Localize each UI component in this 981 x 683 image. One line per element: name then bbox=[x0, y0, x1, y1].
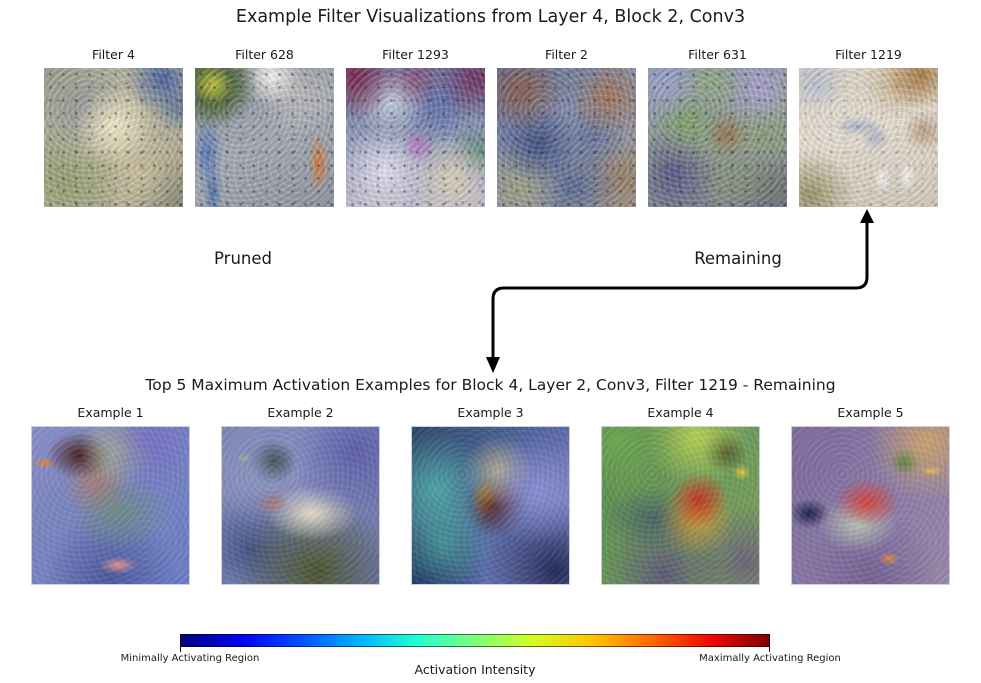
filter-label: Filter 628 bbox=[235, 47, 294, 62]
filter-panel-6: Filter 1219 bbox=[799, 47, 938, 207]
example-label: Example 2 bbox=[267, 405, 334, 420]
example-panel-5: Example 5 bbox=[791, 405, 950, 585]
filter-label: Filter 4 bbox=[92, 47, 135, 62]
filter-label: Filter 2 bbox=[545, 47, 588, 62]
colorbar-min-label: Minimally Activating Region bbox=[120, 653, 260, 664]
example-panel-1: Example 1 bbox=[31, 405, 190, 585]
colorbar-max-tick bbox=[769, 647, 770, 652]
filter-label: Filter 1293 bbox=[382, 47, 449, 62]
top-section-title: Example Filter Visualizations from Layer… bbox=[235, 7, 746, 27]
filter-visualization-image bbox=[195, 68, 334, 207]
activation-example-image bbox=[601, 426, 760, 585]
filter-panel-2: Filter 628 bbox=[195, 47, 334, 207]
example-panel-3: Example 3 bbox=[411, 405, 570, 585]
example-panel-4: Example 4 bbox=[601, 405, 760, 585]
activation-example-image bbox=[31, 426, 190, 585]
arrowhead-down-icon bbox=[486, 357, 500, 373]
filter-visualization-image bbox=[497, 68, 636, 207]
filter-visualization-image bbox=[44, 68, 183, 207]
filter-visualization-image bbox=[346, 68, 485, 207]
colorbar-axis-label: Activation Intensity bbox=[414, 662, 536, 677]
filter-visualization-image bbox=[648, 68, 787, 207]
remaining-group-label: Remaining bbox=[694, 249, 782, 268]
filter-panel-5: Filter 631 bbox=[648, 47, 787, 207]
colorbar bbox=[180, 634, 770, 647]
example-label: Example 4 bbox=[647, 405, 714, 420]
colorbar-min-tick bbox=[180, 647, 181, 652]
example-label: Example 3 bbox=[457, 405, 524, 420]
arrowhead-up-icon bbox=[860, 209, 874, 223]
bottom-section-title: Top 5 Maximum Activation Examples for Bl… bbox=[145, 376, 836, 394]
activation-example-image bbox=[411, 426, 570, 585]
example-label: Example 5 bbox=[837, 405, 904, 420]
example-panel-2: Example 2 bbox=[221, 405, 380, 585]
filter-label: Filter 631 bbox=[688, 47, 747, 62]
activation-example-image bbox=[221, 426, 380, 585]
filter-panel-1: Filter 4 bbox=[44, 47, 183, 207]
pruned-group-label: Pruned bbox=[214, 249, 272, 268]
filter-panel-3: Filter 1293 bbox=[346, 47, 485, 207]
colorbar-max-label: Maximally Activating Region bbox=[699, 653, 841, 664]
activation-example-image bbox=[791, 426, 950, 585]
filter-panel-4: Filter 2 bbox=[497, 47, 636, 207]
example-label: Example 1 bbox=[77, 405, 144, 420]
filter-visualization-image bbox=[799, 68, 938, 207]
filter-label: Filter 1219 bbox=[835, 47, 902, 62]
